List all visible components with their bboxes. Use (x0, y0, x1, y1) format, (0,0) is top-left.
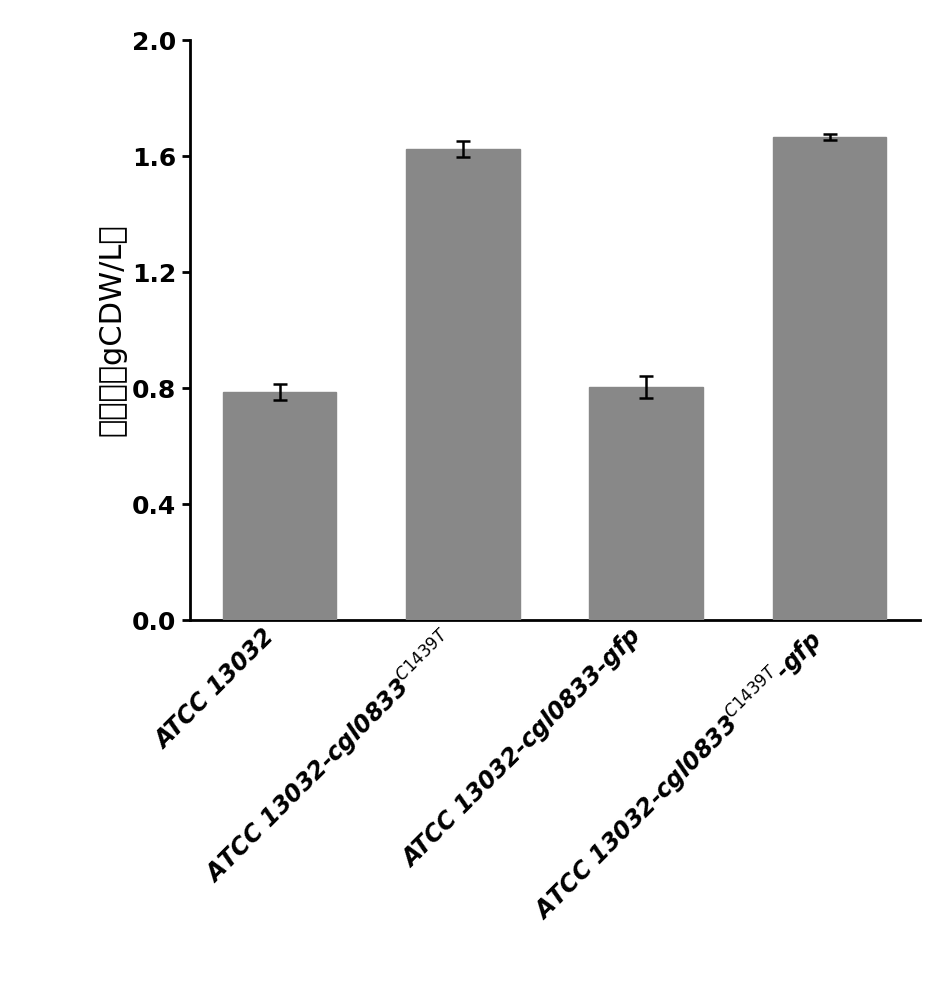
Bar (773, 137, 886, 620)
Bar (406, 149, 520, 620)
Y-axis label: 生物量（gCDW/L）: 生物量（gCDW/L） (98, 224, 126, 436)
Bar (223, 392, 337, 620)
Bar (590, 387, 703, 620)
